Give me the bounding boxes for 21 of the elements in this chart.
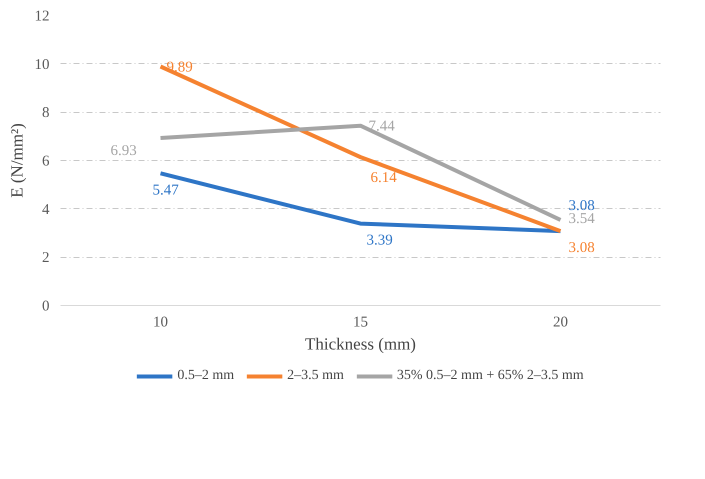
x-tick-label: 10 bbox=[153, 314, 168, 330]
data-label: 6.14 bbox=[370, 170, 398, 186]
data-label: 3.08 bbox=[568, 240, 595, 256]
legend-label: 35% 0.5–2 mm + 65% 2–3.5 mm bbox=[396, 368, 584, 384]
data-label: 5.47 bbox=[152, 182, 180, 198]
y-tick-label: 4 bbox=[42, 202, 50, 218]
data-label: 7.44 bbox=[368, 118, 396, 135]
y-tick-label: 0 bbox=[42, 298, 50, 314]
data-label: 6.93 bbox=[110, 143, 137, 160]
x-axis-title: Thickness (mm) bbox=[305, 334, 416, 354]
y-axis-title: E (N/mm²) bbox=[8, 123, 26, 198]
legend-label: 2–3.5 mm bbox=[287, 368, 344, 384]
y-tick-label: 2 bbox=[42, 250, 50, 266]
y-tick-label: 8 bbox=[42, 105, 50, 122]
y-tick-label: 12 bbox=[34, 8, 50, 24]
x-tick-label: 20 bbox=[553, 314, 568, 330]
data-label: 3.39 bbox=[366, 232, 393, 249]
legend-label: 0.5–2 mm bbox=[177, 368, 234, 384]
x-tick-label: 15 bbox=[353, 314, 368, 330]
y-tick-label: 6 bbox=[42, 154, 50, 170]
y-tick-label: 10 bbox=[34, 56, 50, 73]
